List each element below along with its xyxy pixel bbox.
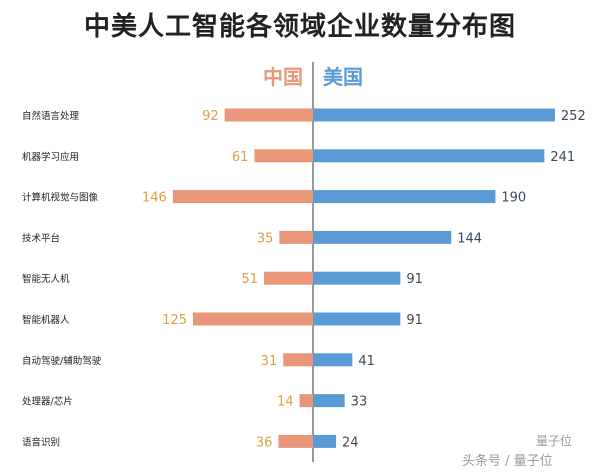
category-label: 机器学习应用 [22,151,79,163]
watermark-bottom: 头条号 / 量子位 [462,454,553,469]
value-label-usa: 91 [406,272,423,287]
category-label: 计算机视觉与图像 [22,192,99,204]
bar-usa [313,149,545,163]
value-label-usa: 33 [351,395,368,410]
value-label-china: 125 [162,313,187,328]
bar-usa [313,312,401,326]
category-label: 处理器/芯片 [22,396,73,408]
category-label: 技术平台 [22,232,60,244]
value-label-usa: 91 [406,313,423,328]
value-label-china: 35 [257,231,274,246]
value-label-usa: 41 [358,354,375,369]
value-label-china: 146 [142,191,167,206]
value-label-china: 14 [277,395,294,410]
chart-title: 中美人工智能各领域企业数量分布图 [83,12,516,42]
value-label-usa: 24 [342,435,359,450]
watermark-top: 量子位 [536,434,573,448]
bar-china [172,190,313,204]
bar-china [299,394,313,408]
value-label-usa: 144 [457,231,482,246]
bar-china [193,312,313,326]
bar-china [224,108,313,122]
value-label-china: 31 [261,354,278,369]
legend-usa: 美国 [323,65,363,89]
legend-china: 中国 [263,65,303,89]
value-label-usa: 252 [561,109,586,124]
value-label-china: 51 [241,272,258,287]
bar-china [264,271,313,285]
bar-china [278,434,313,448]
category-label: 自动驾驶/辅助驾驶 [22,355,102,367]
category-label: 语音识别 [22,436,60,448]
bar-usa [313,394,345,408]
bar-usa [313,108,555,122]
bar-usa [313,353,353,367]
category-label: 自然语言处理 [22,110,80,122]
bar-china [283,353,313,367]
value-label-usa: 190 [501,191,526,206]
bar-usa [313,434,337,448]
value-label-usa: 241 [550,150,575,165]
bar-usa [313,190,496,204]
bar-usa [313,271,401,285]
category-label: 智能无人机 [22,273,70,285]
category-label: 智能机器人 [22,314,70,326]
bar-china [279,230,313,244]
value-label-china: 92 [202,109,219,124]
value-label-china: 61 [232,150,249,165]
value-label-china: 36 [256,435,273,450]
bar-usa [313,230,452,244]
bar-china [254,149,313,163]
